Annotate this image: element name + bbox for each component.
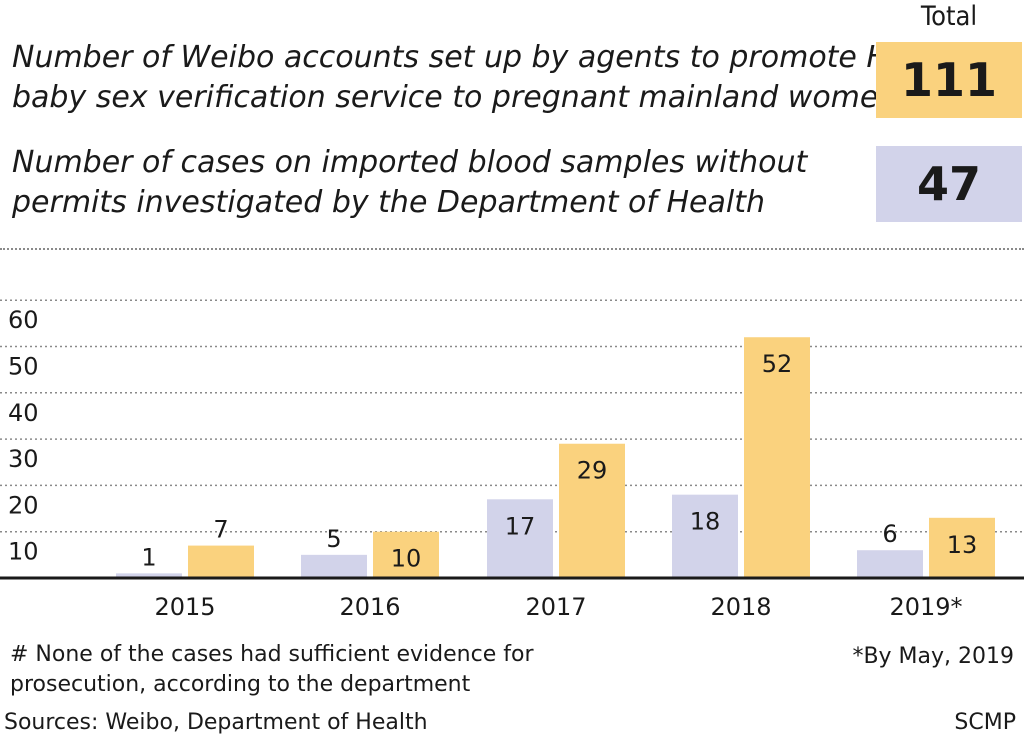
y-tick-label: 60: [8, 306, 39, 334]
footnote: # None of the cases had sufficient evide…: [10, 640, 534, 700]
y-tick-label: 40: [8, 399, 39, 427]
x-tick-label: 2016: [339, 593, 400, 621]
bar: [487, 499, 553, 578]
blood-description-line-2: permits investigated by the Department o…: [12, 185, 765, 220]
bar: [373, 531, 439, 578]
blood-samples-series-description: Number of cases on imported blood sample…: [12, 143, 807, 223]
bar: [672, 494, 738, 578]
brand-credit: SCMP: [954, 710, 1016, 735]
y-axis-ticks: 10 20 30 40 50 60: [8, 306, 39, 566]
bar-value-label: 10: [391, 545, 422, 573]
x-tick-label: 2018: [710, 593, 771, 621]
top-divider: [0, 248, 1024, 250]
bar: [929, 517, 995, 578]
bars: [116, 337, 995, 578]
x-axis-ticks: 2015 2016 2017 2018 2019*: [154, 593, 962, 621]
y-tick-label: 10: [8, 538, 39, 566]
blood-samples-total-badge: 47: [876, 146, 1022, 222]
x-tick-label: 2019*: [889, 593, 962, 621]
bar-value-label: 5: [326, 525, 341, 553]
blood-description-line-1: Number of cases on imported blood sample…: [12, 145, 808, 180]
bar-value-label: 1: [141, 543, 156, 571]
bar-value-label: 29: [577, 457, 608, 485]
bar: [857, 550, 923, 578]
gridlines: [0, 299, 1024, 533]
weibo-description-line-2: baby sex verification service to pregnan…: [12, 80, 898, 115]
footnote-line-2: prosecution, according to the department: [10, 672, 471, 697]
date-note: *By May, 2019: [852, 644, 1014, 669]
weibo-description-line-1: Number of Weibo accounts set up by agent…: [12, 40, 933, 75]
footnote-line-1: # None of the cases had sufficient evide…: [10, 642, 534, 667]
bar: [744, 337, 810, 578]
y-tick-label: 30: [8, 445, 39, 473]
bar-value-label: 18: [690, 508, 721, 536]
sources-credit: Sources: Weibo, Department of Health: [4, 710, 428, 735]
x-tick-label: 2017: [525, 593, 586, 621]
weibo-total-badge: 111: [876, 42, 1022, 118]
bar-value-label: 7: [213, 516, 228, 544]
bar-value-label: 17: [505, 512, 536, 540]
x-tick-label: 2015: [154, 593, 215, 621]
bar: [559, 443, 625, 578]
bar-value-label: 13: [947, 531, 978, 559]
y-tick-label: 20: [8, 491, 39, 519]
total-column-label: Total: [920, 1, 978, 32]
bar-value-label: 6: [882, 520, 897, 548]
bar-value-label: 52: [762, 350, 793, 378]
bar: [188, 545, 254, 578]
bar: [116, 573, 182, 578]
y-tick-label: 50: [8, 353, 39, 381]
bar: [301, 554, 367, 578]
weibo-series-description: Number of Weibo accounts set up by agent…: [12, 38, 933, 118]
